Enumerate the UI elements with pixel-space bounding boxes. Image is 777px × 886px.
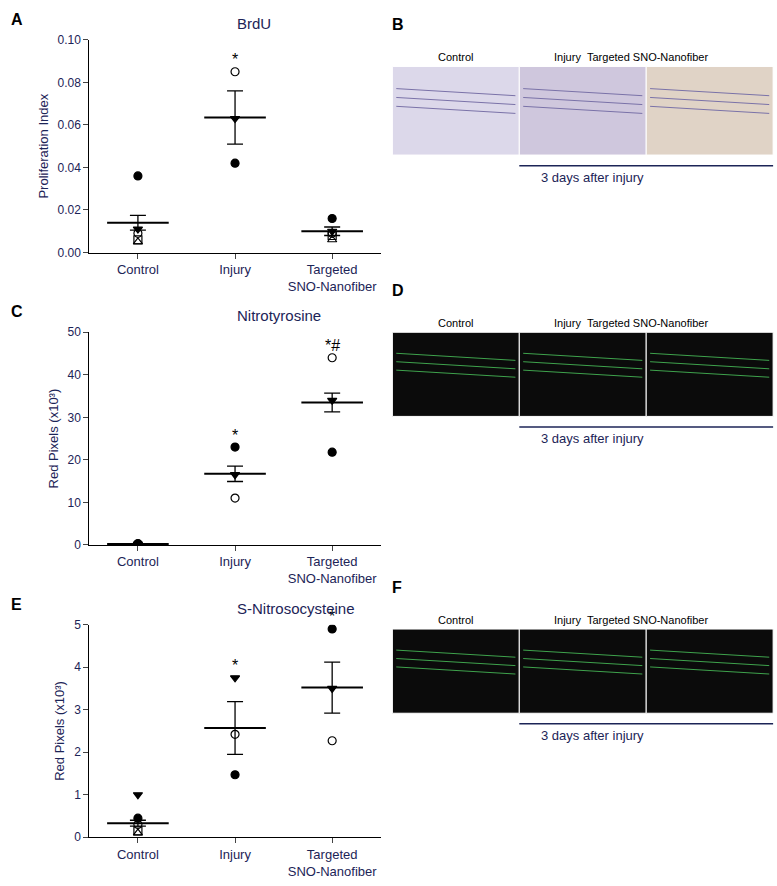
svg-text:Red Pixels (x10³): Red Pixels (x10³): [52, 681, 67, 781]
svg-text:20: 20: [68, 453, 82, 467]
svg-text:Control: Control: [117, 554, 159, 569]
svg-text:Injury: Injury: [554, 51, 581, 63]
svg-text:*: *: [232, 657, 238, 674]
svg-text:5: 5: [74, 618, 81, 632]
svg-text:Control: Control: [117, 262, 159, 277]
svg-text:4: 4: [74, 660, 81, 674]
svg-text:1: 1: [74, 788, 81, 802]
svg-text:3 days after injury: 3 days after injury: [541, 431, 644, 446]
svg-text:*#: *#: [325, 337, 340, 354]
svg-text:0: 0: [74, 538, 81, 552]
svg-text:TargetedSNO-Nanofiber: TargetedSNO-Nanofiber: [288, 262, 378, 294]
svg-text:Targeted SNO-Nanofiber: Targeted SNO-Nanofiber: [587, 51, 708, 63]
svg-text:Targeted SNO-Nanofiber: Targeted SNO-Nanofiber: [587, 614, 708, 626]
svg-text:Control: Control: [438, 614, 473, 626]
svg-text:Control: Control: [117, 847, 159, 862]
svg-text:Injury: Injury: [554, 317, 581, 329]
svg-text:3 days after injury: 3 days after injury: [541, 170, 644, 185]
svg-text:0.04: 0.04: [58, 161, 82, 175]
svg-text:S-Nitrosocysteine: S-Nitrosocysteine: [237, 600, 355, 617]
svg-text:B: B: [392, 16, 404, 33]
svg-text:E: E: [11, 596, 22, 613]
svg-text:*: *: [232, 427, 238, 444]
svg-text:0.00: 0.00: [58, 246, 82, 260]
svg-text:30: 30: [68, 411, 82, 425]
svg-text:A: A: [11, 11, 23, 28]
svg-text:Injury: Injury: [219, 262, 251, 277]
svg-text:Control: Control: [438, 317, 473, 329]
svg-text:3 days after injury: 3 days after injury: [541, 728, 644, 743]
svg-text:BrdU: BrdU: [237, 15, 271, 32]
svg-text:Control: Control: [438, 51, 473, 63]
svg-text:Injury: Injury: [554, 614, 581, 626]
svg-text:TargetedSNO-Nanofiber: TargetedSNO-Nanofiber: [288, 554, 378, 586]
svg-text:Targeted SNO-Nanofiber: Targeted SNO-Nanofiber: [587, 317, 708, 329]
svg-text:F: F: [392, 579, 402, 596]
svg-text:0.08: 0.08: [58, 76, 82, 90]
svg-text:3: 3: [74, 703, 81, 717]
svg-text:0: 0: [74, 830, 81, 844]
svg-text:*: *: [232, 51, 238, 68]
svg-text:0.06: 0.06: [58, 118, 82, 132]
svg-text:0.02: 0.02: [58, 203, 82, 217]
svg-text:Red Pixels (x10³): Red Pixels (x10³): [46, 389, 61, 489]
svg-text:10: 10: [68, 496, 82, 510]
svg-text:Injury: Injury: [219, 847, 251, 862]
svg-text:50: 50: [68, 325, 82, 339]
svg-text:TargetedSNO-Nanofiber: TargetedSNO-Nanofiber: [288, 847, 378, 879]
svg-text:Proliferation Index: Proliferation Index: [36, 93, 51, 198]
svg-text:Nitrotyrosine: Nitrotyrosine: [237, 307, 321, 324]
svg-text:40: 40: [68, 368, 82, 382]
svg-text:Injury: Injury: [219, 554, 251, 569]
svg-text:D: D: [392, 282, 404, 299]
svg-text:C: C: [11, 303, 23, 320]
svg-text:2: 2: [74, 745, 81, 759]
svg-text:*: *: [329, 608, 335, 625]
svg-text:0.10: 0.10: [58, 33, 82, 47]
